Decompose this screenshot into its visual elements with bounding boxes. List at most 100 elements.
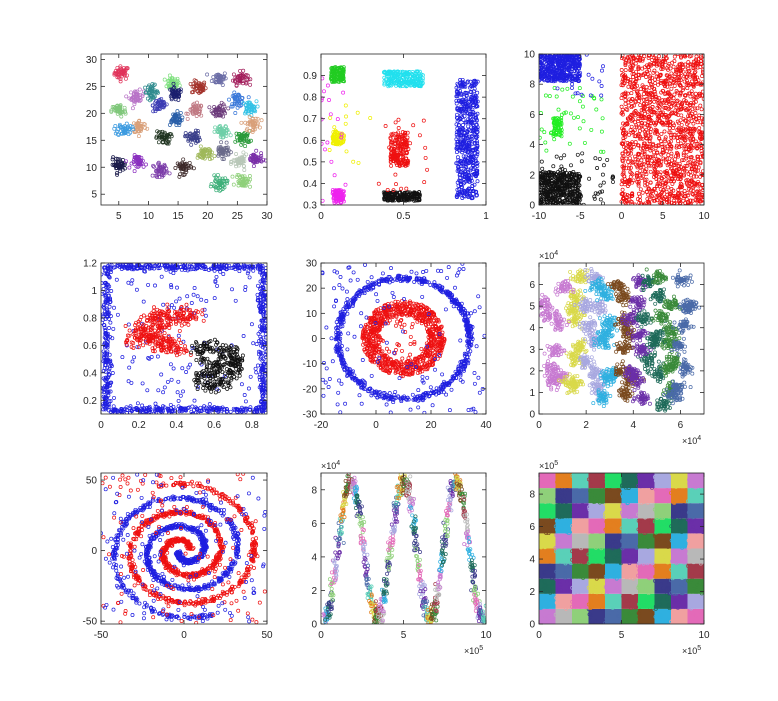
data-point	[399, 78, 404, 83]
data-point	[685, 122, 689, 127]
data-point	[544, 67, 549, 72]
data-point	[417, 71, 421, 76]
data-point	[574, 201, 579, 205]
data-point	[544, 71, 549, 76]
data-point	[406, 71, 411, 76]
data-point	[678, 77, 683, 82]
x-tick-label: 15	[173, 211, 185, 222]
data-point	[332, 200, 337, 205]
data-point	[573, 73, 578, 78]
data-point	[637, 194, 642, 199]
data-point	[475, 179, 480, 184]
data-point	[392, 159, 396, 163]
data-point	[321, 76, 325, 81]
data-point	[132, 162, 137, 167]
data-point	[339, 65, 344, 70]
data-point	[193, 108, 198, 113]
data-point	[192, 138, 197, 143]
data-point	[465, 129, 470, 134]
data-point	[475, 99, 480, 104]
data-point	[460, 196, 465, 200]
data-point	[460, 79, 465, 84]
data-point	[595, 166, 600, 170]
data-point	[399, 186, 404, 191]
data-point	[122, 108, 127, 113]
data-point	[238, 73, 242, 78]
data-point	[621, 138, 626, 143]
data-point	[243, 144, 248, 149]
data-point	[620, 54, 625, 58]
data-point	[552, 75, 557, 80]
data-point	[469, 134, 474, 139]
data-point	[655, 71, 660, 76]
data-point	[692, 174, 696, 179]
data-point	[671, 201, 676, 205]
data-point	[410, 77, 415, 82]
data-point	[475, 90, 480, 95]
data-point	[410, 192, 415, 197]
data-point	[552, 137, 557, 142]
data-point	[468, 89, 473, 94]
data-point	[248, 77, 253, 82]
data-point	[630, 113, 635, 118]
data-point	[467, 173, 472, 177]
data-point	[186, 163, 191, 168]
data-point	[644, 177, 649, 182]
data-point	[469, 129, 474, 134]
data-point	[680, 87, 685, 92]
data-point	[220, 148, 225, 153]
data-point	[399, 134, 404, 139]
data-point	[244, 73, 249, 77]
data-point	[220, 83, 225, 87]
data-point	[122, 124, 127, 129]
data-point	[393, 120, 398, 125]
data-point	[571, 198, 576, 203]
data-point	[118, 79, 123, 84]
data-point	[191, 90, 196, 94]
data-point	[386, 196, 391, 201]
data-point	[209, 79, 214, 83]
data-point	[559, 122, 564, 127]
data-point	[245, 180, 250, 185]
data-point	[550, 190, 555, 195]
data-point	[666, 91, 671, 96]
data-point	[219, 76, 224, 81]
data-point	[153, 100, 158, 105]
data-point	[188, 138, 193, 143]
data-point	[601, 201, 605, 205]
data-point	[198, 144, 203, 149]
data-point	[195, 100, 199, 105]
data-point	[546, 75, 551, 80]
data-point	[153, 169, 158, 173]
data-point	[548, 176, 552, 181]
data-point	[627, 150, 632, 155]
data-point	[542, 190, 546, 195]
data-point	[397, 162, 402, 167]
data-point	[242, 137, 246, 142]
data-point	[225, 148, 230, 152]
data-point	[653, 81, 658, 86]
data-point	[217, 149, 222, 154]
data-point	[181, 157, 186, 162]
data-point	[169, 97, 174, 102]
data-point	[330, 67, 335, 72]
data-point	[644, 172, 649, 177]
data-point	[244, 128, 249, 133]
data-point	[188, 81, 193, 86]
data-point	[201, 155, 206, 160]
data-point	[464, 172, 469, 177]
data-point	[622, 144, 627, 149]
data-point	[635, 164, 640, 169]
data-point	[220, 77, 225, 82]
data-point	[119, 110, 124, 115]
data-point	[686, 110, 691, 115]
data-point	[462, 94, 467, 99]
data-point	[334, 139, 339, 144]
data-point	[402, 162, 407, 167]
data-point	[226, 106, 231, 111]
data-point	[465, 80, 470, 85]
data-point	[162, 164, 167, 169]
data-point	[639, 158, 644, 163]
data-point	[328, 112, 333, 117]
